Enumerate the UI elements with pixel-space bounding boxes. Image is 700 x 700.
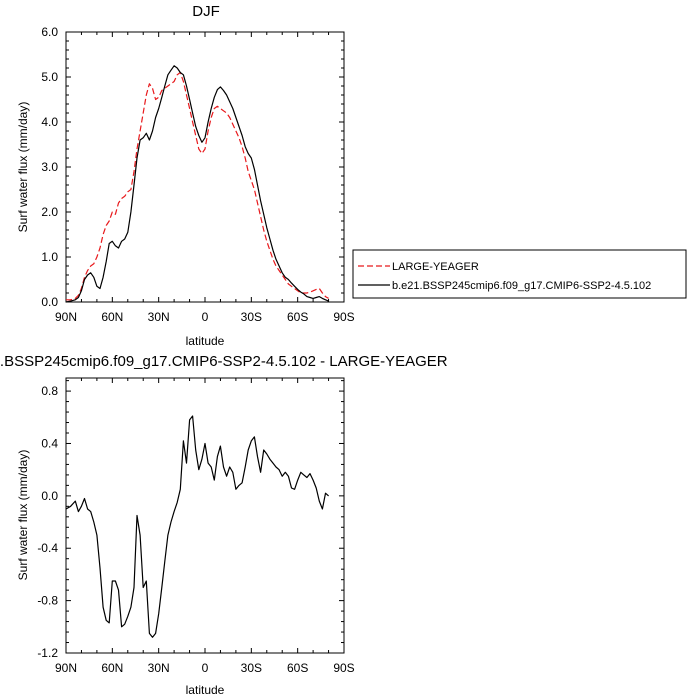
legend-box (352, 249, 687, 299)
x-tick-label: 60N (101, 661, 123, 675)
y-axis-label: Surf water flux (mm/day) (16, 450, 30, 581)
x-tick-label: 90S (333, 661, 354, 675)
y-tick-label: -0.8 (37, 594, 58, 608)
y-tick-label: 0.4 (41, 436, 58, 450)
y-tick-label: 0.0 (41, 489, 58, 503)
series-line-difference (65, 415, 329, 638)
y-tick-label: 0.8 (41, 384, 58, 398)
y-tick-label: 4.0 (41, 115, 58, 129)
y-tick-label: 6.0 (41, 25, 58, 39)
y-tick-label: 2.0 (41, 205, 58, 219)
x-tick-label: 0 (202, 661, 209, 675)
chart-difference: b.e21.BSSP245cmip6.f09_g17.CMIP6-SSP2-4.… (0, 353, 448, 697)
y-axis-label: Surf water flux (mm/day) (16, 102, 30, 233)
chart-title: DJF (192, 3, 220, 20)
series-line-large-yeager (66, 71, 329, 301)
plot-frame (65, 31, 345, 303)
x-tick-label: 60S (287, 661, 308, 675)
y-tick-label: 5.0 (41, 70, 58, 84)
series-line-model (65, 65, 329, 303)
x-tick-label: 30N (148, 310, 170, 324)
y-tick-label: -0.4 (37, 541, 58, 555)
x-axis-label: latitude (186, 334, 225, 348)
series-group (65, 65, 329, 303)
x-tick-label: 90N (55, 661, 77, 675)
x-axis-label: latitude (186, 683, 225, 697)
x-tick-label: 30S (241, 661, 262, 675)
legend-label-large-yeager: LARGE-YEAGER (392, 261, 479, 273)
x-tick-label: 60N (101, 310, 123, 324)
legend: LARGE-YEAGER b.e21.BSSP245cmip6.f09_g17.… (352, 249, 687, 299)
x-tick-label: 30S (241, 310, 262, 324)
y-tick-label: 1.0 (41, 250, 58, 264)
axis-ticks: 90N 60N 30N 0 30S 60S 90S 0.0 1.0 2.0 3.0 4.0 5.0 6.0 (41, 25, 354, 324)
x-tick-label: 60S (287, 310, 308, 324)
y-tick-label: 3.0 (41, 160, 58, 174)
x-tick-label: 0 (202, 310, 209, 324)
chart-djf: DJF 90N 60N 30N 0 30S 60S 90S 0.0 1.0 2.0 3.0 4.0 5.… (16, 3, 355, 348)
chart-title: b.e21.BSSP245cmip6.f09_g17.CMIP6-SSP2-4.… (0, 353, 448, 370)
series-group (65, 415, 329, 638)
legend-label-model: b.e21.BSSP245cmip6.f09_g17.CMIP6-SSP2-4.… (392, 280, 651, 292)
x-tick-label: 90S (333, 310, 354, 324)
plot-frame (65, 377, 345, 654)
axis-ticks: 90N 60N 30N 0 30S 60S 90S -1.2 -0.8 -0.4 0.0 0.4 0.8 (37, 378, 355, 675)
x-tick-label: 90N (55, 310, 77, 324)
y-tick-label: -1.2 (37, 646, 58, 660)
x-tick-label: 30N (148, 661, 170, 675)
y-tick-label: 0.0 (41, 295, 58, 309)
